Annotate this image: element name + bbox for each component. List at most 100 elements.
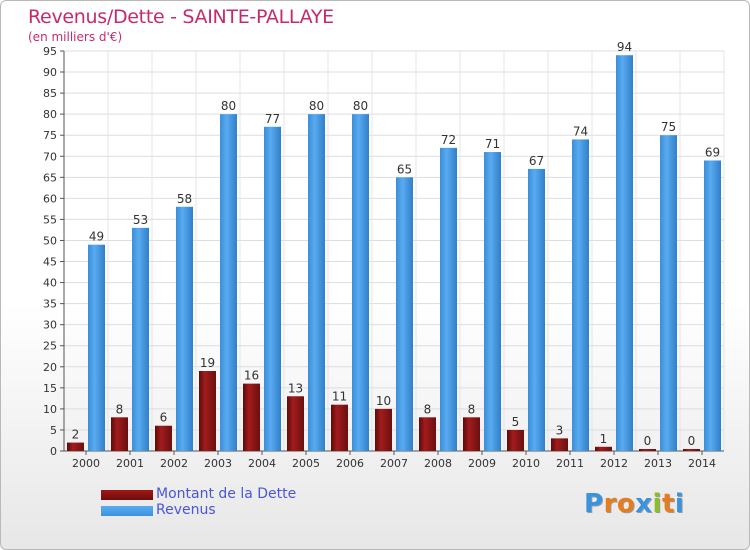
y-tick-label: 55 [43,213,57,226]
y-tick-label: 70 [43,150,57,163]
y-tick-label: 95 [43,45,57,58]
data-label-revenus: 80 [353,99,368,113]
y-tick-label: 45 [43,256,57,269]
bar-revenus [660,135,677,452]
bar-revenus [264,126,281,451]
x-tick-label: 2006 [336,457,364,470]
bar-dette [331,404,348,451]
legend-label-dette: Montant de la Dette [156,486,297,502]
data-label-dette: 5 [512,415,520,429]
data-label-dette: 11 [332,390,347,404]
bar-dette [243,383,260,451]
bar-dette [199,371,216,451]
bar-dette [419,417,436,451]
bar-revenus [616,55,633,452]
legend-swatch-dette [101,490,153,500]
y-tick-label: 60 [43,192,57,205]
data-label-revenus: 80 [309,99,324,113]
data-label-dette: 2 [72,428,80,442]
bar-revenus [176,206,193,451]
data-label-dette: 3 [556,423,564,437]
data-label-revenus: 75 [661,120,676,134]
x-tick-label: 2001 [116,457,144,470]
y-tick-label: 30 [43,319,57,332]
data-label-revenus: 67 [529,154,544,168]
bar-revenus [528,168,545,452]
x-tick-label: 2008 [424,457,452,470]
x-tick-label: 2004 [248,457,276,470]
data-label-dette: 6 [160,411,168,425]
logo-letter: t [661,489,675,519]
chart-subtitle: (en milliers d'€) [28,30,123,44]
y-tick-label: 5 [50,424,57,437]
data-label-revenus: 71 [485,137,500,151]
data-label-dette: 1 [600,432,608,446]
x-tick-label: 2010 [512,457,540,470]
data-label-revenus: 49 [89,230,104,244]
data-label-revenus: 65 [397,162,412,176]
bar-revenus [308,114,325,451]
legend-swatch-revenus [101,506,153,516]
proxiti-logo: Proxiti [584,489,684,519]
bar-revenus [396,177,413,451]
data-label-revenus: 69 [705,145,720,159]
logo-letter: o [616,489,636,519]
x-tick-label: 2014 [688,457,716,470]
bar-dette [463,417,480,451]
data-label-dette: 10 [376,394,391,408]
logo-letter: r [603,489,617,519]
logo-letter: P [584,489,604,519]
y-tick-label: 90 [43,66,57,79]
bar-dette [595,446,612,451]
y-tick-label: 65 [43,171,57,184]
bar-dette [639,449,656,451]
data-label-revenus: 74 [573,124,588,138]
bar-dette [375,408,392,451]
chart-title: Revenus/Dette - SAINTE-PALLAYE [28,6,334,28]
x-tick-label: 2012 [600,457,628,470]
data-label-revenus: 94 [617,40,632,54]
x-tick-label: 2007 [380,457,408,470]
x-tick-label: 2002 [160,457,188,470]
data-label-dette: 19 [200,356,215,370]
y-tick-label: 25 [43,340,57,353]
data-label-revenus: 77 [265,112,280,126]
bar-dette [507,429,524,451]
bar-dette [287,396,304,451]
bar-dette [683,449,700,451]
x-tick-label: 2000 [72,457,100,470]
y-tick-label: 35 [43,298,57,311]
bar-revenus [572,139,589,451]
bar-dette [155,425,172,451]
data-label-dette: 8 [424,402,432,416]
data-label-revenus: 53 [133,213,148,227]
bar-dette [551,438,568,451]
bar-revenus [704,160,721,451]
y-tick-label: 0 [50,445,57,458]
x-tick-label: 2003 [204,457,232,470]
data-label-dette: 16 [244,369,259,383]
x-tick-label: 2009 [468,457,496,470]
data-label-dette: 0 [644,434,652,448]
data-label-dette: 8 [116,402,124,416]
data-label-dette: 8 [468,402,476,416]
y-tick-label: 75 [43,129,57,142]
data-label-dette: 13 [288,381,303,395]
logo-letter: i [652,489,662,519]
y-tick-label: 40 [43,277,57,290]
bar-revenus [484,152,501,452]
y-tick-label: 50 [43,234,57,247]
bar-revenus [440,147,457,451]
data-label-revenus: 72 [441,133,456,147]
legend-label-revenus: Revenus [156,502,216,518]
logo-letter: i [674,489,685,519]
bar-revenus [352,114,369,451]
data-label-revenus: 58 [177,192,192,206]
x-tick-label: 2013 [644,457,672,470]
y-tick-label: 85 [43,87,57,100]
logo-letter: x [635,489,653,519]
bar-revenus [88,244,105,451]
x-tick-label: 2011 [556,457,584,470]
